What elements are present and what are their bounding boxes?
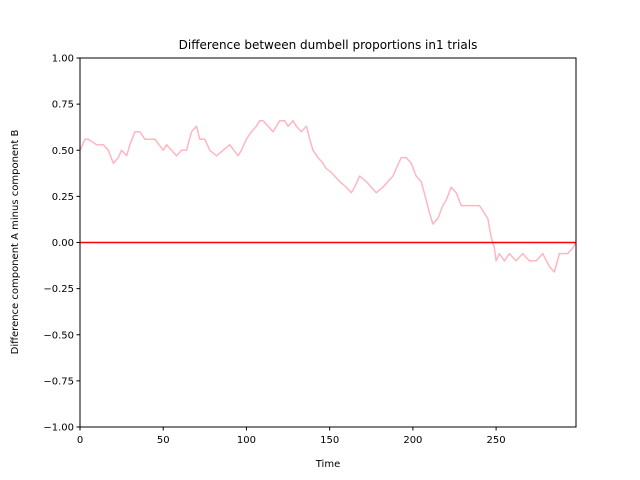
x-tick-label: 100 xyxy=(237,435,256,446)
x-tick-label: 0 xyxy=(77,435,83,446)
x-axis-label: Time xyxy=(315,459,340,470)
y-tick-label: −0.75 xyxy=(43,376,74,387)
y-axis-label: Difference component A minus component B xyxy=(10,130,21,355)
y-tick-label: 0.00 xyxy=(52,238,74,249)
y-tick-label: 0.25 xyxy=(52,192,74,203)
x-tick-label: 150 xyxy=(320,435,339,446)
x-tick-label: 250 xyxy=(487,435,506,446)
y-tick-label: −0.25 xyxy=(43,284,74,295)
x-axis: 0 50 100 150 200 250 xyxy=(77,427,506,446)
y-tick-label: 1.00 xyxy=(52,54,74,65)
x-tick-label: 200 xyxy=(403,435,422,446)
y-tick-label: −0.50 xyxy=(43,330,74,341)
plot-marks xyxy=(79,119,577,273)
series-line-0 xyxy=(79,119,577,273)
y-axis: −1.00 −0.75 −0.50 −0.25 0.00 0.25 0.50 0.75 1.00 xyxy=(43,54,80,434)
chart-title: Difference between dumbell proportions i… xyxy=(179,38,478,52)
y-tick-label: 0.75 xyxy=(52,100,74,111)
y-tick-label: 0.50 xyxy=(52,146,74,157)
x-tick-label: 50 xyxy=(157,435,170,446)
y-tick-label: −1.00 xyxy=(43,423,74,434)
